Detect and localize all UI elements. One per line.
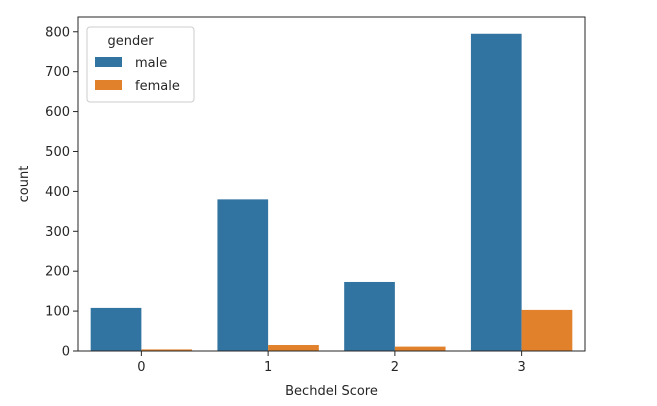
bar-female-1 bbox=[268, 345, 319, 351]
y-tick-label-300: 300 bbox=[45, 225, 70, 240]
bar-male-2 bbox=[344, 281, 395, 351]
x-tick-label-1: 1 bbox=[264, 360, 272, 375]
legend: gender male female bbox=[86, 26, 195, 103]
bars-group bbox=[90, 33, 573, 351]
y-tick-label-200: 200 bbox=[45, 265, 70, 280]
x-tick-label-2: 2 bbox=[391, 360, 399, 375]
plot-frame bbox=[77, 16, 586, 352]
legend-items: male female bbox=[95, 56, 180, 94]
y-tick-label-100: 100 bbox=[45, 305, 70, 320]
legend-label-female: female bbox=[135, 79, 180, 94]
y-axis-label: count bbox=[17, 166, 32, 203]
y-tick-label-400: 400 bbox=[45, 185, 70, 200]
y-axis-ticks: 0 100 200 300 400 500 600 700 800 bbox=[45, 25, 78, 360]
bar-male-3 bbox=[470, 33, 522, 351]
bar-female-2 bbox=[394, 346, 446, 351]
x-tick-label-3: 3 bbox=[517, 360, 525, 375]
legend-title: gender bbox=[107, 34, 154, 49]
legend-swatch-female bbox=[95, 80, 122, 90]
y-tick-label-0: 0 bbox=[62, 345, 70, 360]
bar-female-0 bbox=[141, 349, 193, 351]
bar-female-3 bbox=[521, 309, 573, 351]
bar-male-1 bbox=[217, 199, 269, 351]
y-tick-label-600: 600 bbox=[45, 105, 70, 120]
x-axis-ticks: 0 1 2 3 bbox=[137, 351, 526, 375]
y-tick-label-700: 700 bbox=[45, 65, 70, 80]
y-tick-label-800: 800 bbox=[45, 25, 70, 40]
y-tick-label-500: 500 bbox=[45, 145, 70, 160]
x-tick-label-0: 0 bbox=[137, 360, 145, 375]
x-axis-label: Bechdel Score bbox=[285, 384, 378, 399]
legend-label-male: male bbox=[135, 56, 167, 71]
legend-swatch-male bbox=[95, 57, 122, 67]
bar-male-0 bbox=[90, 307, 142, 351]
